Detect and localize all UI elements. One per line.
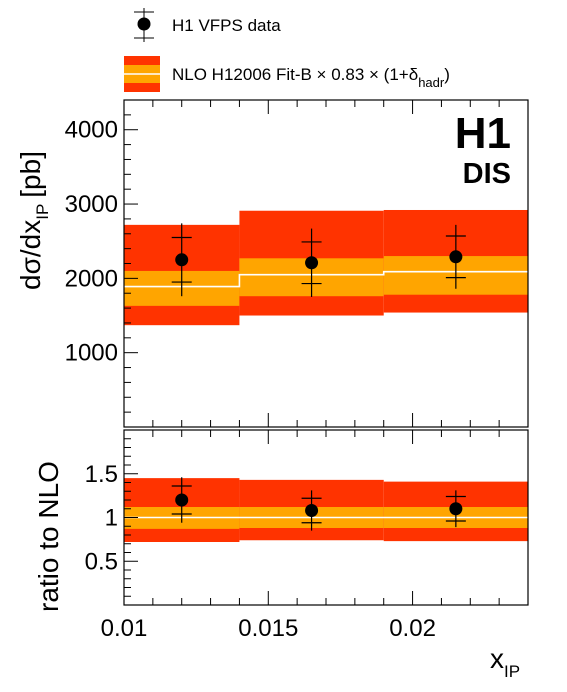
process-badge: DIS (463, 158, 511, 190)
data-point (445, 490, 466, 528)
y-tick-label: 4000 (65, 117, 118, 144)
y-tick-label: 3000 (65, 191, 118, 218)
data-point (171, 223, 192, 297)
cross-section-ylabel: dσ/dxIP [pb] (15, 151, 52, 290)
x-axis-label-main: x (490, 643, 504, 674)
data-point (301, 228, 322, 297)
data-marker (175, 253, 189, 267)
legend-nlo-swatch (124, 56, 160, 92)
y-tick-label: 1000 (65, 340, 118, 367)
y-tick-label: 0.5 (85, 548, 118, 575)
legend-data-label: H1 VFPS data (172, 16, 281, 35)
data-marker (305, 504, 319, 517)
cross-section-ylabel-main: dσ/dx (15, 220, 46, 290)
legend-nlo-label: NLO H12006 Fit-B × 0.83 × (1+δhadr) (172, 65, 450, 90)
cross-section-ylabel-sub: IP (33, 204, 52, 220)
legend-nlo-label-close: ) (444, 65, 450, 84)
cross-section-panel: 1000 2000 3000 4000 H1 DIS (65, 99, 529, 428)
data-point (301, 490, 322, 531)
data-point (171, 477, 192, 523)
cross-section-ylabel-unit: [pb] (15, 151, 46, 198)
experiment-badge: H1 (455, 109, 511, 158)
x-axis-label-sub: IP (504, 662, 520, 681)
x-tick-label: 0.01 (101, 615, 148, 642)
x-axis-label: xIP (490, 643, 520, 681)
data-point (445, 224, 466, 289)
ratio-panel: 0.5 1 1.5 0.01 0.015 0.02 (85, 100, 529, 642)
y-tick-label: 1 (105, 505, 118, 532)
ratio-ylabel: ratio to NLO (33, 461, 64, 612)
legend-nlo-label-sub: hadr (418, 75, 445, 90)
data-marker (449, 250, 463, 264)
legend: H1 VFPS data NLO H12006 Fit-B × 0.83 × (… (124, 8, 450, 92)
x-tick-label: 0.015 (238, 615, 298, 642)
legend-data-marker (134, 8, 154, 42)
y-tick-label: 2000 (65, 265, 118, 292)
y-tick-label: 1.5 (85, 461, 118, 488)
ratio-frame (123, 429, 529, 606)
legend-nlo-label-main: NLO H12006 Fit-B × 0.83 × (1+δ (172, 65, 418, 84)
data-marker (449, 502, 463, 516)
data-marker (175, 493, 189, 507)
data-marker (305, 256, 319, 270)
x-tick-label: 0.02 (389, 615, 436, 642)
